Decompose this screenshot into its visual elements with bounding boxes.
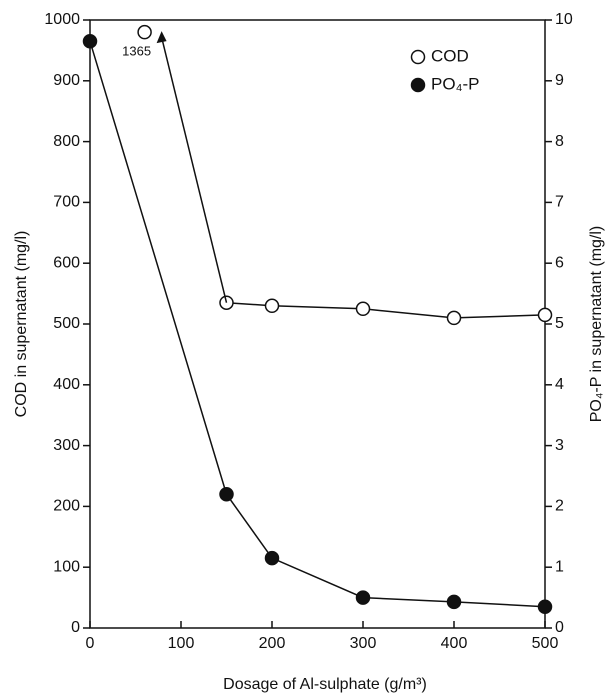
y-tick-label: 0 (71, 619, 80, 636)
point (446, 310, 462, 326)
y-tick-label: 800 (53, 133, 80, 150)
y2-tick-label: 1 (555, 558, 564, 575)
y-tick-label: 900 (53, 72, 80, 89)
x-tick-label: 200 (259, 635, 286, 652)
y2-tick-label: 9 (555, 72, 564, 89)
y-tick-label: 1000 (44, 11, 80, 28)
y-tick-label: 700 (53, 194, 80, 211)
point (264, 550, 280, 566)
y-tick-label: 200 (53, 498, 80, 515)
y2-tick-label: 5 (555, 315, 564, 332)
y-tick-label: 300 (53, 437, 80, 454)
plot-frame (89, 19, 546, 629)
y-tick-label: 600 (53, 254, 80, 271)
point (537, 307, 553, 323)
x-tick-label: 300 (350, 635, 377, 652)
y2-tick-label: 3 (555, 437, 564, 454)
y2-tick-label: 7 (555, 194, 564, 211)
legend-label: COD (431, 46, 469, 65)
point (219, 486, 234, 502)
y2-tick-label: 6 (555, 254, 564, 271)
point (355, 301, 371, 317)
point (82, 34, 98, 49)
y-tick-label: 400 (53, 376, 80, 393)
y-tick-label: 100 (53, 558, 80, 575)
x-axis-label: Dosage of Al-sulphate (g/m³) (223, 676, 427, 693)
x-tick-label: 100 (168, 635, 195, 652)
annotation-point (137, 24, 152, 40)
y2-tick-label: 0 (555, 619, 564, 636)
y2-tick-label: 10 (555, 11, 573, 28)
legend-marker (410, 77, 426, 93)
point (537, 599, 553, 614)
arrow-head (156, 31, 167, 44)
x-tick-label: 0 (86, 635, 95, 652)
point (355, 590, 371, 605)
legend-marker (410, 49, 426, 65)
series-line (89, 41, 546, 608)
legend-label: PO₄-P (431, 74, 480, 93)
y2-tick-label: 8 (555, 133, 564, 150)
y2-tick-label: 4 (555, 376, 564, 393)
x-tick-label: 500 (532, 635, 559, 652)
point (264, 298, 280, 314)
point (446, 594, 462, 610)
x-tick-label: 400 (441, 635, 468, 652)
y2-axis-label: PO₄-P in supernatant (mg/l) (588, 226, 605, 423)
y-axis-label: COD in supernatant (mg/l) (13, 231, 30, 418)
annotation-label: 1365 (122, 44, 151, 59)
y-tick-label: 500 (53, 315, 80, 332)
arrow-line (160, 36, 228, 303)
y2-tick-label: 2 (555, 498, 564, 515)
